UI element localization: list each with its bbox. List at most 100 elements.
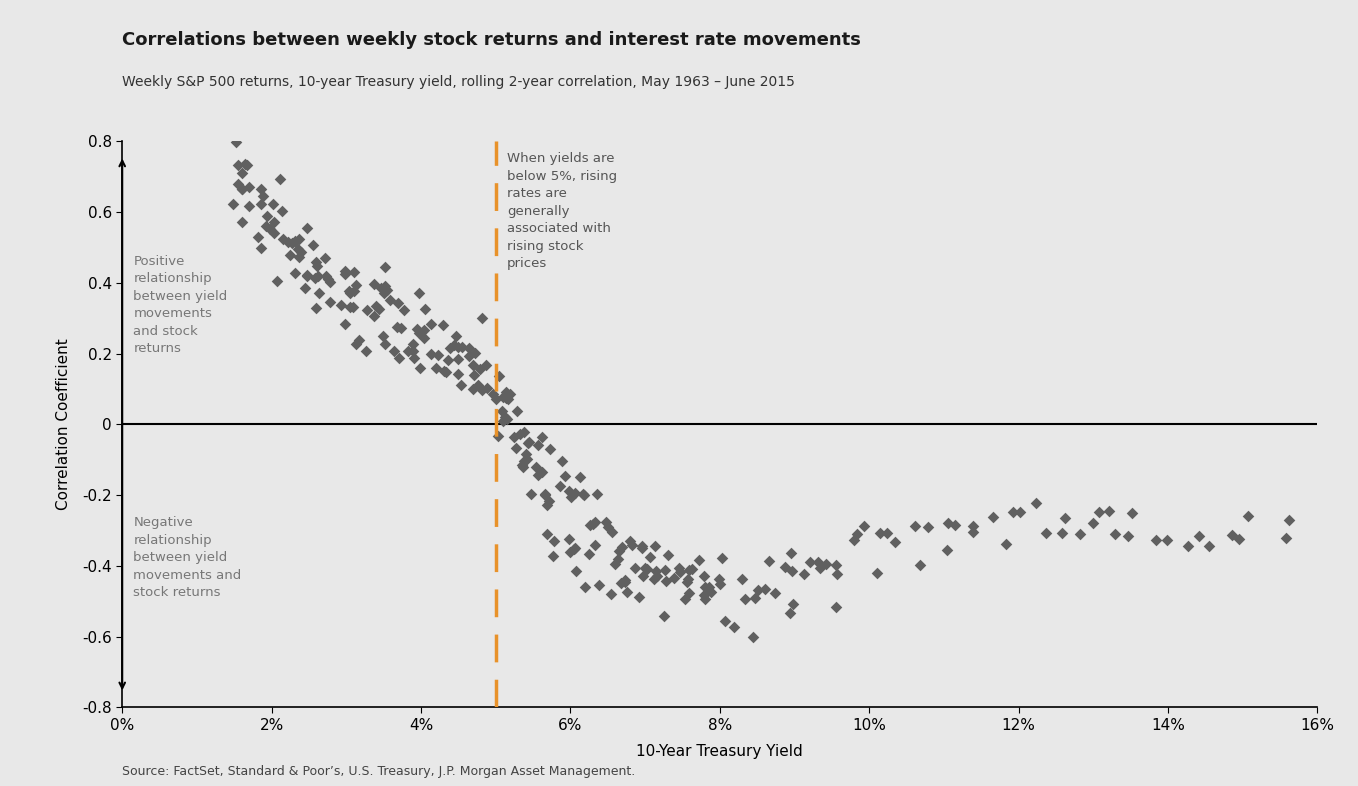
Point (1035, 527, 1057, 539)
Point (689, 553, 710, 566)
Point (701, 586, 722, 599)
Point (747, 584, 769, 597)
Point (507, 405, 528, 417)
Point (1199, 539, 1221, 552)
Point (463, 369, 485, 381)
Point (372, 329, 394, 342)
Point (744, 591, 766, 604)
Point (288, 251, 310, 263)
Point (774, 560, 796, 573)
Y-axis label: Correlation Coefficient: Correlation Coefficient (56, 339, 71, 510)
Point (319, 276, 341, 288)
Point (574, 580, 596, 593)
Point (1025, 497, 1047, 509)
Point (826, 559, 847, 571)
Point (735, 593, 756, 605)
Point (288, 233, 310, 245)
Point (559, 545, 581, 558)
Point (944, 519, 966, 531)
Point (674, 593, 695, 605)
X-axis label: 10-Year Treasury Yield: 10-Year Treasury Yield (637, 744, 803, 759)
Point (270, 205, 292, 218)
Point (291, 245, 312, 258)
Point (330, 299, 352, 311)
Point (584, 539, 606, 552)
Point (231, 167, 253, 179)
Point (653, 610, 675, 623)
Point (250, 197, 272, 210)
Point (607, 553, 629, 565)
Point (505, 442, 527, 454)
Point (826, 568, 847, 581)
Point (250, 182, 272, 195)
Point (257, 209, 278, 222)
Point (758, 555, 779, 567)
Point (538, 495, 559, 508)
Point (937, 516, 959, 529)
Point (656, 575, 678, 587)
Point (1145, 534, 1167, 546)
Point (296, 222, 318, 234)
Point (520, 488, 542, 501)
Point (394, 304, 416, 317)
Point (1118, 530, 1139, 542)
Point (344, 266, 365, 278)
Point (534, 488, 555, 501)
Point (308, 287, 330, 299)
Point (694, 580, 716, 593)
Point (263, 216, 285, 229)
Point (373, 280, 395, 292)
Point (338, 285, 360, 298)
Point (558, 485, 580, 498)
Point (255, 220, 277, 233)
Point (443, 339, 464, 351)
Point (409, 326, 430, 339)
Point (439, 342, 460, 354)
Point (995, 538, 1017, 550)
Point (536, 528, 558, 541)
Point (273, 233, 295, 245)
Point (451, 340, 473, 353)
Point (577, 547, 599, 560)
Point (604, 557, 626, 570)
Point (640, 551, 661, 564)
Point (1088, 505, 1109, 518)
Point (414, 303, 436, 316)
Point (234, 157, 255, 170)
Point (231, 182, 253, 195)
Point (572, 488, 593, 501)
Point (1069, 527, 1090, 540)
Point (657, 549, 679, 561)
Point (722, 620, 744, 633)
Point (345, 278, 367, 291)
Point (617, 586, 638, 599)
Point (485, 393, 507, 406)
Point (334, 318, 356, 330)
Point (527, 439, 549, 451)
Point (549, 479, 570, 492)
Point (678, 564, 699, 576)
Point (386, 320, 407, 332)
Point (373, 261, 395, 274)
Point (348, 334, 369, 347)
Point (304, 302, 326, 314)
Point (853, 520, 875, 532)
Point (937, 544, 959, 556)
Point (436, 365, 458, 378)
Point (531, 432, 553, 444)
Point (579, 518, 600, 531)
Text: When yields are
below 5%, rising
rates are
generally
associated with
rising stoc: When yields are below 5%, rising rates a… (507, 152, 617, 270)
Point (373, 337, 395, 350)
Point (379, 294, 401, 307)
Text: Positive
relationship
between yield
movements
and stock
returns: Positive relationship between yield move… (133, 255, 228, 355)
Point (262, 197, 284, 210)
Point (588, 579, 610, 592)
Point (303, 239, 325, 252)
Point (462, 383, 483, 395)
Point (492, 391, 513, 404)
Point (963, 526, 985, 538)
Point (340, 286, 361, 299)
Point (793, 567, 815, 580)
Point (1156, 534, 1177, 546)
Point (515, 448, 536, 461)
